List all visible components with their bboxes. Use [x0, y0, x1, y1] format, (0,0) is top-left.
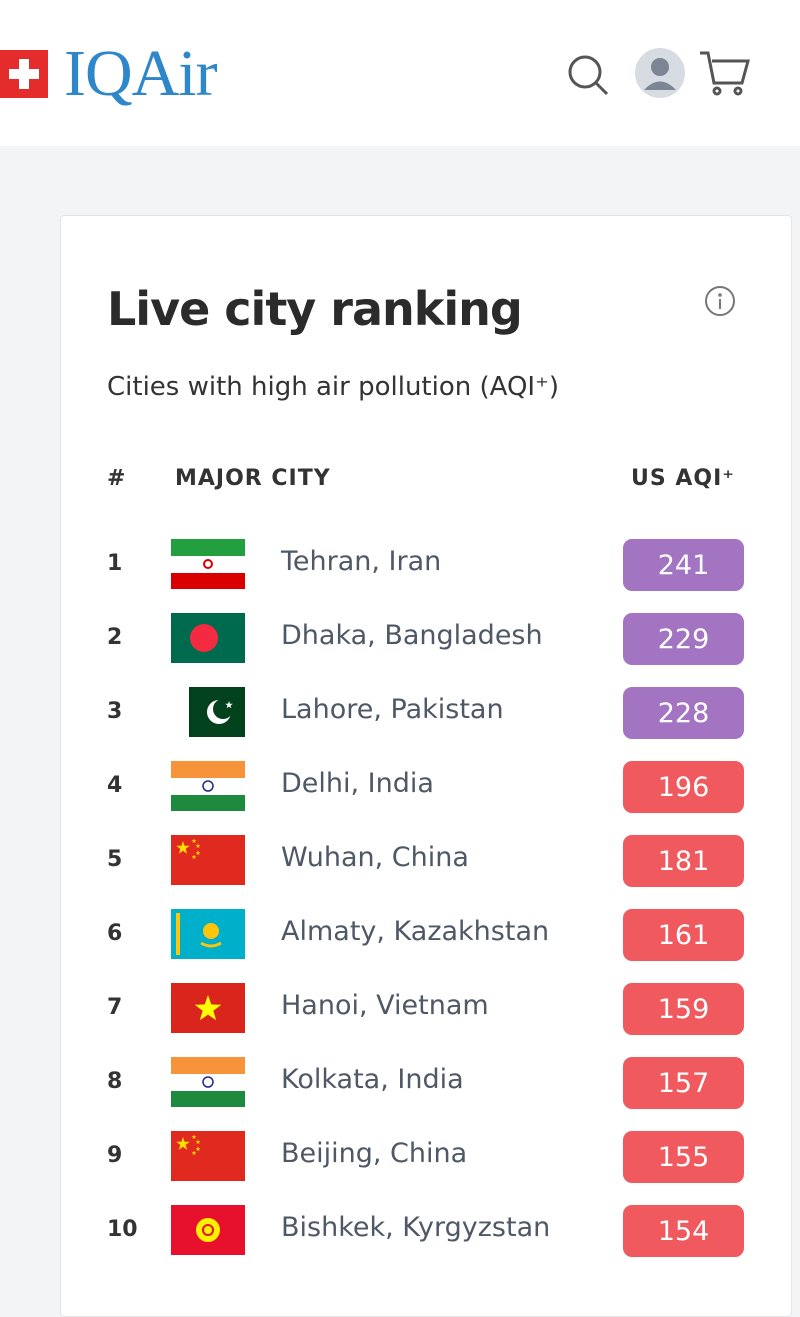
rank: 2	[107, 625, 123, 650]
flag	[171, 1131, 245, 1181]
info-icon[interactable]	[704, 285, 736, 317]
city-name[interactable]: Beijing, China	[281, 1138, 468, 1169]
card-title: Live city ranking	[107, 282, 523, 336]
aqi-badge: 229	[623, 613, 744, 665]
city-name[interactable]: Tehran, Iran	[281, 546, 442, 577]
city-name[interactable]: Dhaka, Bangladesh	[281, 620, 543, 651]
nav-icons	[568, 48, 750, 98]
logo[interactable]: IQAir	[64, 37, 218, 110]
city-name[interactable]: Hanoi, Vietnam	[281, 990, 489, 1021]
city-name[interactable]: Bishkek, Kyrgyzstan	[281, 1212, 551, 1243]
rank: 9	[107, 1143, 123, 1168]
rank: 1	[107, 551, 123, 576]
city-name[interactable]: Wuhan, China	[281, 842, 469, 873]
aqi-badge: 161	[623, 909, 744, 961]
flag	[171, 761, 245, 811]
card-subtitle: Cities with high air pollution (AQI⁺)	[107, 372, 559, 402]
rank: 7	[107, 995, 123, 1020]
rank: 3	[107, 699, 123, 724]
swiss-logo[interactable]	[0, 50, 50, 100]
city-name[interactable]: Almaty, Kazakhstan	[281, 916, 550, 947]
aqi-badge: 155	[623, 1131, 744, 1183]
flag	[171, 909, 245, 959]
cart-icon[interactable]	[700, 51, 750, 96]
flag	[171, 539, 245, 589]
column-header: US AQI⁺	[631, 466, 735, 491]
aqi-badge: 159	[623, 983, 744, 1035]
flag	[171, 1057, 245, 1107]
flag	[171, 1205, 245, 1255]
search-icon[interactable]	[568, 55, 609, 96]
flag	[189, 687, 245, 737]
flag	[171, 983, 245, 1033]
aqi-badge: 154	[623, 1205, 744, 1257]
rank: 5	[107, 847, 123, 872]
account-icon[interactable]	[635, 48, 685, 98]
top-bar: IQAir	[0, 0, 800, 146]
column-header: #	[107, 466, 127, 491]
aqi-badge: 196	[623, 761, 744, 813]
flag	[171, 613, 245, 663]
flag	[171, 835, 245, 885]
rank: 4	[107, 773, 123, 798]
aqi-badge: 228	[623, 687, 744, 739]
rank: 8	[107, 1069, 123, 1094]
rank: 10	[107, 1217, 138, 1242]
city-name[interactable]: Kolkata, India	[281, 1064, 464, 1095]
city-name[interactable]: Delhi, India	[281, 768, 434, 799]
aqi-badge: 241	[623, 539, 744, 591]
ranking-card: Live city ranking Cities with high air p…	[60, 215, 792, 1317]
aqi-badge: 181	[623, 835, 744, 887]
city-name[interactable]: Lahore, Pakistan	[281, 694, 504, 725]
aqi-badge: 157	[623, 1057, 744, 1109]
column-header: MAJOR CITY	[175, 466, 331, 491]
rank: 6	[107, 921, 123, 946]
